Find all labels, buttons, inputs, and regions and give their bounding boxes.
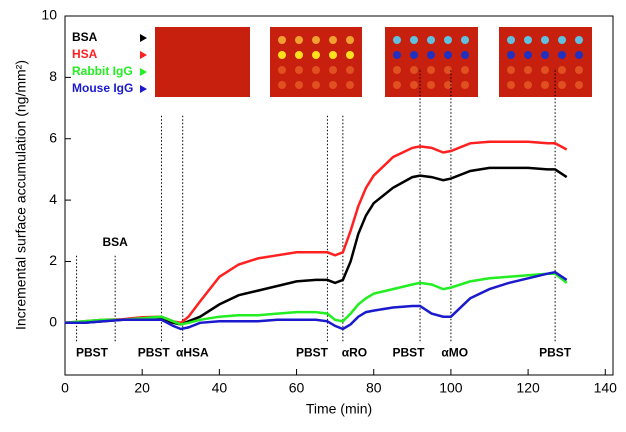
array-spot <box>410 36 418 44</box>
array-spot <box>558 66 566 74</box>
array-spot <box>541 51 549 59</box>
array-spot <box>461 36 469 44</box>
array-spot <box>427 51 435 59</box>
y-tick-label: 4 <box>49 191 57 207</box>
x-tick-label: 20 <box>134 380 150 396</box>
x-tick-label: 0 <box>61 380 69 396</box>
array-spot <box>295 36 303 44</box>
array-spot <box>575 81 583 89</box>
array-spot <box>507 51 515 59</box>
annotation: PBST <box>539 346 572 360</box>
annotation: PBST <box>296 346 329 360</box>
array-spot <box>427 81 435 89</box>
array-spot <box>524 66 532 74</box>
array-spot <box>410 66 418 74</box>
array-spot <box>524 81 532 89</box>
x-tick-label: 40 <box>212 380 228 396</box>
x-axis-label: Time (min) <box>306 401 372 417</box>
legend-marker <box>140 34 147 42</box>
array-image <box>155 27 250 97</box>
legend-marker <box>140 85 147 93</box>
y-tick-label: 0 <box>49 314 57 330</box>
array-spot <box>427 36 435 44</box>
annotation: PBST <box>138 346 171 360</box>
array-spot <box>295 81 303 89</box>
legend-marker <box>140 51 147 59</box>
array-spot <box>329 51 337 59</box>
array-spot <box>575 51 583 59</box>
array-spot <box>461 81 469 89</box>
y-tick-label: 2 <box>49 252 57 268</box>
annotation: αMO <box>441 346 468 360</box>
x-tick-label: 120 <box>516 380 540 396</box>
array-spot <box>393 51 401 59</box>
annotation: BSA <box>102 235 128 249</box>
array-spot <box>461 66 469 74</box>
annotation: PBST <box>76 346 109 360</box>
y-tick-label: 6 <box>49 129 57 145</box>
array-spot <box>312 81 320 89</box>
legend-label: BSA <box>72 30 98 44</box>
array-spot <box>393 66 401 74</box>
array-spot <box>346 66 354 74</box>
array-spot <box>444 66 452 74</box>
x-tick-label: 60 <box>289 380 305 396</box>
annotation: PBST <box>392 346 425 360</box>
annotation: αRO <box>342 346 367 360</box>
y-tick-label: 10 <box>41 7 57 23</box>
annotation: αHSA <box>176 346 209 360</box>
array-spot <box>278 51 286 59</box>
array-spot <box>461 51 469 59</box>
array-spot <box>410 81 418 89</box>
array-spot <box>541 81 549 89</box>
y-axis-label: Incremental surface accumulation (ng/mm²… <box>13 60 29 330</box>
chart: Time (min) Incremental surface accumulat… <box>0 0 626 427</box>
array-spot <box>507 66 515 74</box>
array-spot <box>444 36 452 44</box>
array-spot <box>558 51 566 59</box>
array-spot <box>346 81 354 89</box>
array-spot <box>444 51 452 59</box>
array-spot <box>507 36 515 44</box>
array-spot <box>278 81 286 89</box>
legend-label: HSA <box>72 47 98 61</box>
x-tick-label: 100 <box>439 380 463 396</box>
array-spot <box>312 51 320 59</box>
array-spot <box>427 66 435 74</box>
legend-label: Rabbit IgG <box>72 64 133 78</box>
x-tick-label: 80 <box>366 380 382 396</box>
array-spot <box>278 66 286 74</box>
array-spot <box>541 66 549 74</box>
array-spot <box>524 51 532 59</box>
array-spot <box>295 51 303 59</box>
legend-label: Mouse IgG <box>72 81 133 95</box>
array-spot <box>558 36 566 44</box>
array-spot <box>558 81 566 89</box>
array-spot <box>312 36 320 44</box>
array-spot <box>393 81 401 89</box>
y-tick-label: 8 <box>49 68 57 84</box>
array-spot <box>575 36 583 44</box>
array-spot <box>393 36 401 44</box>
array-spot <box>295 66 303 74</box>
legend-marker <box>140 68 147 76</box>
array-spot <box>507 81 515 89</box>
series-line <box>65 168 567 325</box>
array-spot <box>329 81 337 89</box>
array-spot <box>346 36 354 44</box>
array-spot <box>410 51 418 59</box>
x-tick-label: 140 <box>594 380 618 396</box>
array-spot <box>524 36 532 44</box>
array-spot <box>278 36 286 44</box>
array-spot <box>329 36 337 44</box>
array-spot <box>541 36 549 44</box>
array-spot <box>575 66 583 74</box>
array-spot <box>312 66 320 74</box>
array-spot <box>346 51 354 59</box>
page: {"chart_data": {"type": "line", "x_label… <box>0 0 626 432</box>
array-spot <box>329 66 337 74</box>
